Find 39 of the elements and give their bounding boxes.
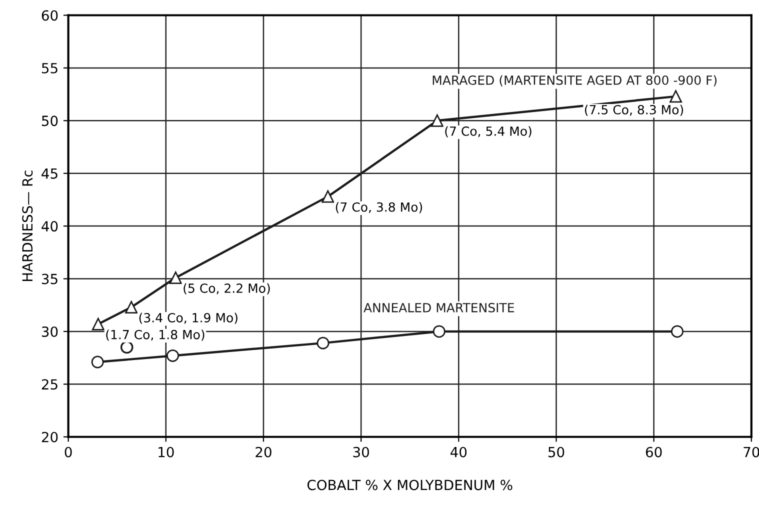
y-tick-label: 35: [42, 274, 58, 284]
annotation: (7 Co, 5.4 Mo): [445, 126, 532, 138]
y-tick-label: 50: [42, 116, 58, 126]
x-tick-label: 10: [158, 446, 174, 458]
point: [169, 271, 182, 284]
point: [316, 336, 330, 350]
point: [430, 114, 444, 127]
y-tick-label: 20: [42, 432, 58, 442]
series-label: ANNEALED MARTENSITE: [364, 302, 514, 312]
y-tick-label: 45: [42, 168, 58, 179]
point: [670, 325, 684, 338]
point: [125, 300, 138, 314]
x-tick-label: 0: [64, 446, 72, 458]
x-tick-label: 20: [256, 446, 272, 458]
point: [670, 90, 682, 103]
x-tick-label: 70: [744, 446, 759, 458]
annotation: (7.5 Co, 8.3 Mo): [584, 104, 684, 116]
annotation: (3.4 Co, 1.9 Mo): [139, 312, 238, 324]
point: [322, 190, 334, 203]
y-tick-label: 40: [42, 221, 58, 232]
y-tick-label: 30: [42, 326, 58, 337]
x-tick-label: 50: [548, 446, 564, 458]
text: MARAGED (MARTENSITE AGED AT 800 -900 F): [432, 75, 717, 86]
y-tick-label: 60: [42, 10, 58, 21]
x-tick-label: 40: [450, 446, 467, 458]
x-axis-title: COBALT % X MOLYBDENUM %: [307, 480, 512, 490]
y-axis-title: HARDNESS— Rc: [22, 170, 33, 282]
x-tick-label: 60: [646, 446, 662, 458]
annotation: (1.7 Co, 1.8 Mo): [106, 330, 204, 341]
y-tick-label: 55: [42, 63, 58, 74]
point: [91, 356, 104, 368]
annotation: (5 Co, 2.2 Mo): [184, 283, 270, 294]
y-tick-label: 25: [42, 379, 58, 390]
annotation: (7 Co, 3.8 Mo): [336, 202, 422, 214]
x-tick-label: 30: [353, 446, 369, 458]
point: [92, 318, 104, 330]
point: [120, 340, 134, 354]
point: [432, 325, 446, 338]
point: [166, 349, 179, 362]
